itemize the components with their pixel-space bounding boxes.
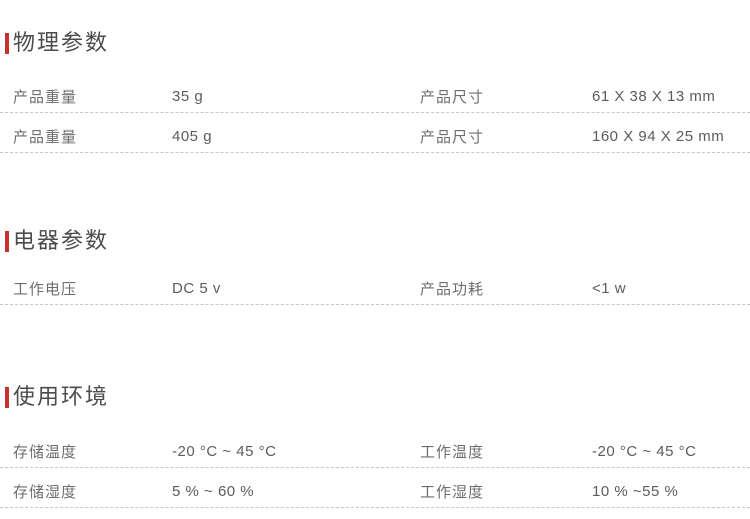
section-heading-physical: 物理参数 [0, 29, 109, 57]
spec-value: DC 5 v [172, 279, 221, 297]
section-title-environment: 使用环境 [13, 384, 110, 409]
spec-label: 产品功耗 [420, 280, 485, 298]
spec-label: 存储温度 [13, 443, 78, 461]
spec-value: <1 w [592, 279, 627, 297]
spec-label: 存储湿度 [13, 483, 78, 501]
spec-value: 35 g [172, 87, 204, 105]
spec-value: 405 g [172, 127, 213, 145]
accent-bar-icon [5, 386, 9, 408]
section-heading-electrical: 电器参数 [0, 227, 109, 255]
table-row: 产品重量 35 g 产品尺寸 61 X 38 X 13 mm [0, 73, 750, 113]
spec-label: 工作电压 [13, 280, 78, 298]
spec-table-physical: 产品重量 35 g 产品尺寸 61 X 38 X 13 mm 产品重量 405 … [0, 73, 750, 153]
accent-bar-icon [5, 32, 9, 54]
spec-value: 160 X 94 X 25 mm [592, 127, 725, 145]
spec-value: -20 °C ~ 45 °C [592, 442, 697, 460]
section-title-physical: 物理参数 [13, 30, 110, 55]
section-heading-environment: 使用环境 [0, 383, 109, 411]
section-title-electrical: 电器参数 [13, 228, 110, 253]
spec-value: 5 % ~ 60 % [172, 482, 255, 500]
accent-bar-icon [5, 230, 9, 252]
table-row: 工作电压 DC 5 v 产品功耗 <1 w [0, 265, 750, 305]
spec-label: 产品重量 [13, 88, 78, 106]
table-row: 存储温度 -20 °C ~ 45 °C 工作温度 -20 °C ~ 45 °C [0, 428, 750, 468]
spec-value: 10 % ~55 % [592, 482, 679, 500]
spec-label: 产品尺寸 [420, 128, 485, 146]
spec-table-environment: 存储温度 -20 °C ~ 45 °C 工作温度 -20 °C ~ 45 °C … [0, 428, 750, 508]
table-row: 产品重量 405 g 产品尺寸 160 X 94 X 25 mm [0, 113, 750, 153]
spec-value: 61 X 38 X 13 mm [592, 87, 716, 105]
spec-label: 工作温度 [420, 443, 485, 461]
spec-label: 工作湿度 [420, 483, 485, 501]
spec-value: -20 °C ~ 45 °C [172, 442, 277, 460]
spec-label: 产品重量 [13, 128, 78, 146]
spec-label: 产品尺寸 [420, 88, 485, 106]
table-row: 存储湿度 5 % ~ 60 % 工作湿度 10 % ~55 % [0, 468, 750, 508]
spec-table-electrical: 工作电压 DC 5 v 产品功耗 <1 w [0, 265, 750, 305]
